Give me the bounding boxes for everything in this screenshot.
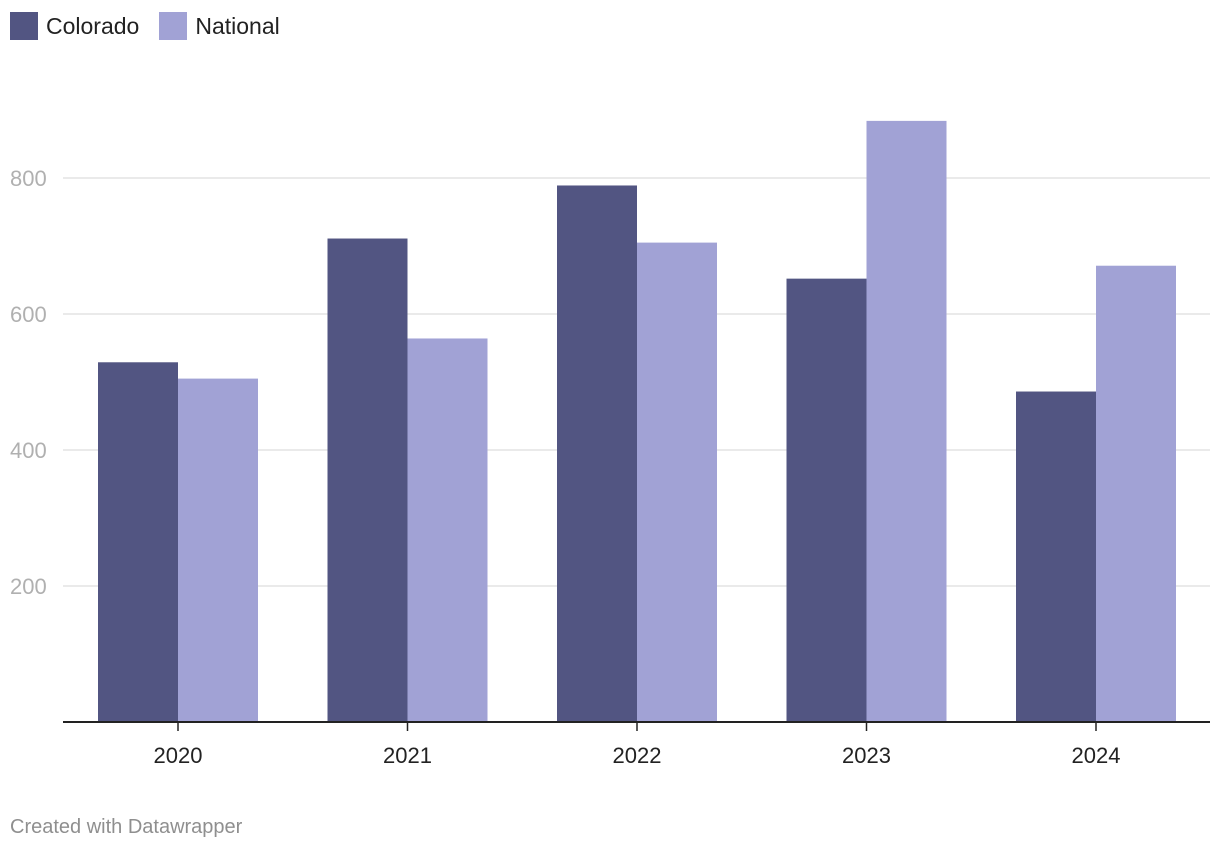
legend-swatch-colorado [10,12,38,40]
bar-colorado-2024 [1016,391,1096,722]
bar-national-2022 [637,242,717,722]
bars [98,120,1176,723]
axis-labels: 200 400 600 800 2020 2021 2022 2023 2024 [10,166,1120,768]
legend: Colorado National [10,12,280,40]
footer-credit: Created with Datawrapper [10,816,243,838]
legend-swatch-national [159,12,188,40]
y-tick-label-600: 600 [10,302,47,327]
bar-national-2021 [407,338,488,722]
bar-colorado-2022 [557,185,637,723]
legend-item-national: National [159,12,280,40]
bar-national-2024 [1096,265,1176,722]
bar-national-2023 [866,120,947,722]
bar-chart: 200 400 600 800 2020 2021 2022 2023 2024 [10,120,1210,768]
y-tick-label-400: 400 [10,438,47,463]
x-tick-label-2023: 2023 [842,743,891,768]
legend-item-colorado: Colorado [10,12,139,40]
bar-national-2020 [178,378,258,722]
x-tick-label-2024: 2024 [1072,743,1121,768]
y-tick-label-200: 200 [10,574,47,599]
x-tick-label-2020: 2020 [154,743,203,768]
legend-label-colorado: Colorado [46,12,140,39]
x-axis [63,721,1210,731]
bar-colorado-2020 [98,362,178,722]
bar-colorado-2021 [327,238,408,722]
legend-label-national: National [195,12,280,39]
y-tick-label-800: 800 [10,166,47,191]
x-tick-label-2021: 2021 [383,743,432,768]
bar-colorado-2023 [786,278,867,722]
x-tick-label-2022: 2022 [613,743,662,768]
